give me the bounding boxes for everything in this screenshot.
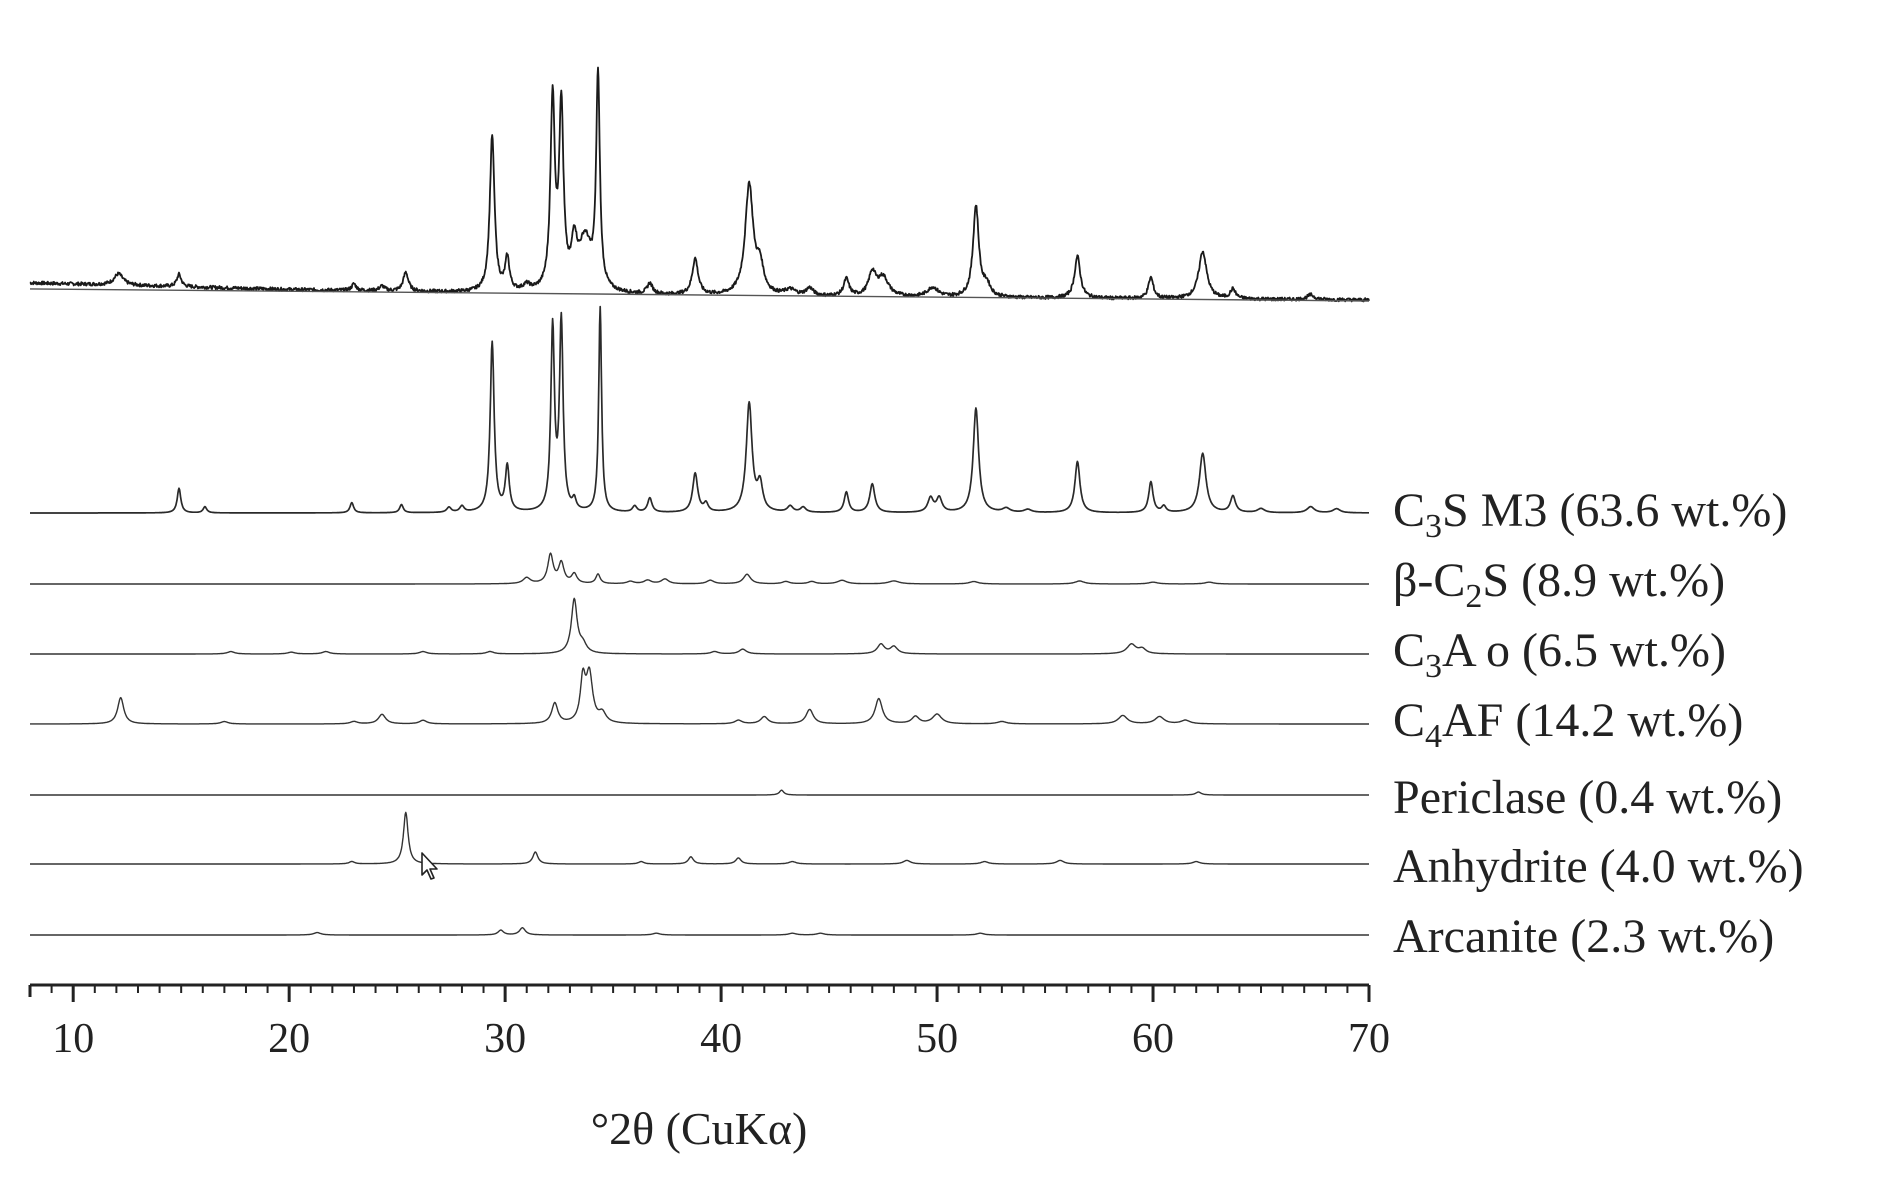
x-axis-title: °2θ (CuKα) bbox=[591, 1103, 808, 1154]
x-ticks: 10 20 30 40 50 60 70 bbox=[29, 985, 1390, 1062]
x-tick-label: 10 bbox=[52, 1016, 94, 1062]
phase-pattern-line-3 bbox=[29, 597, 1370, 655]
label-c3s: C3S M3 (63.6 wt.%) bbox=[1393, 484, 1787, 545]
phase-pattern-line-4 bbox=[29, 666, 1370, 725]
label-anhydrite: Anhydrite (4.0 wt.%) bbox=[1393, 840, 1804, 893]
x-tick-label: 30 bbox=[484, 1016, 526, 1062]
phase-pattern-line-6 bbox=[29, 811, 1370, 865]
phase-pattern-line-1 bbox=[29, 305, 1370, 514]
x-axis: 10 20 30 40 50 60 70 °2θ (CuKα) bbox=[28, 983, 1390, 1154]
phase-pattern-line-2 bbox=[29, 552, 1370, 585]
measured-pattern-line bbox=[29, 66, 1370, 303]
mouse-pointer-icon bbox=[421, 852, 438, 880]
phase-pattern-line-7 bbox=[29, 927, 1370, 936]
x-tick-label: 40 bbox=[700, 1016, 742, 1062]
label-c4af: C4AF (14.2 wt.%) bbox=[1393, 694, 1743, 755]
background-line bbox=[29, 288, 1370, 302]
label-periclase: Periclase (0.4 wt.%) bbox=[1393, 771, 1782, 824]
xrd-traces bbox=[29, 66, 1370, 936]
x-tick-label: 20 bbox=[268, 1016, 310, 1062]
label-arcanite: Arcanite (2.3 wt.%) bbox=[1393, 910, 1774, 963]
phase-pattern-line-5 bbox=[29, 789, 1370, 796]
x-tick-label: 60 bbox=[1132, 1016, 1174, 1062]
label-c3a: C3A o (6.5 wt.%) bbox=[1393, 624, 1726, 685]
label-c2s: β-C2S (8.9 wt.%) bbox=[1393, 554, 1725, 615]
x-tick-label: 50 bbox=[916, 1016, 958, 1062]
x-tick-label: 70 bbox=[1348, 1016, 1390, 1062]
